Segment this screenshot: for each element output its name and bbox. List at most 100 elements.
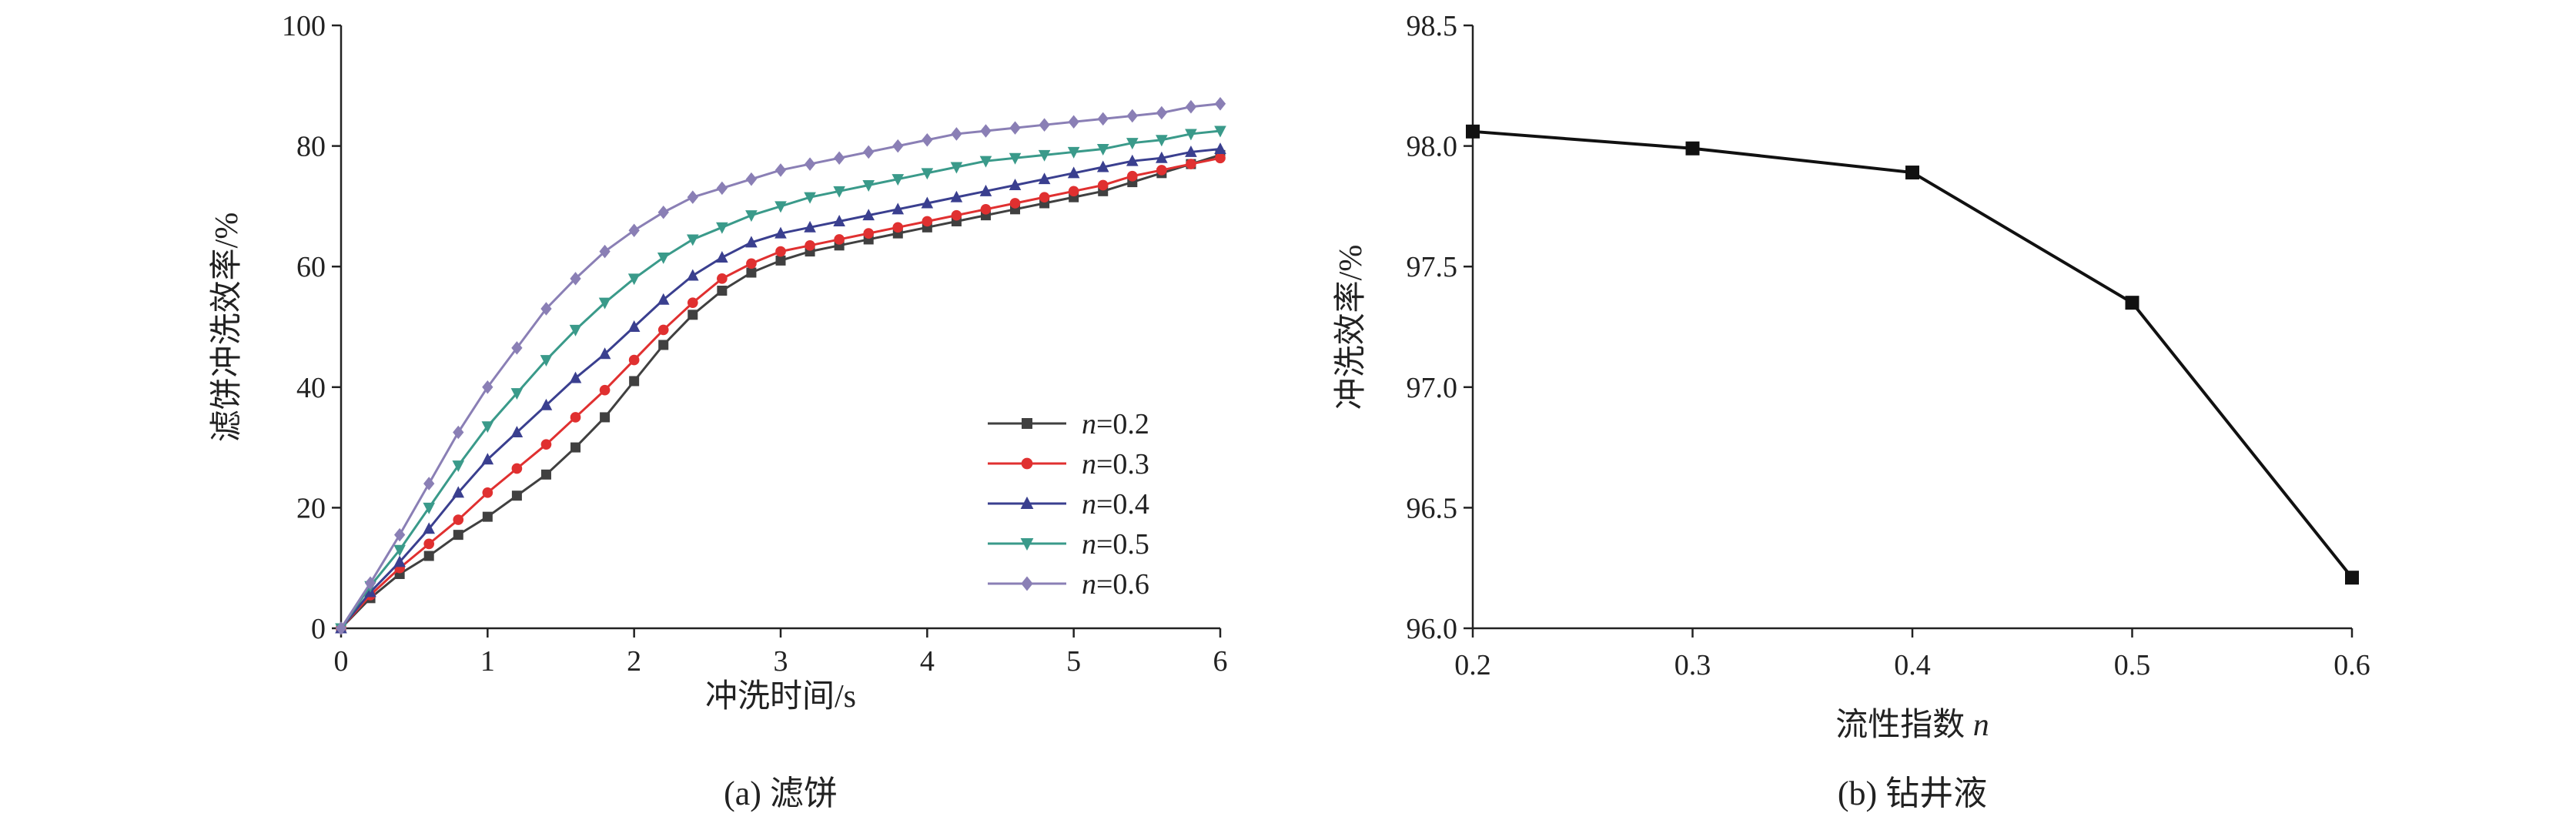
data-point: [1156, 105, 1168, 120]
data-point: [1126, 154, 1139, 166]
data-point: [453, 530, 463, 541]
data-point: [1215, 152, 1226, 164]
data-point: [834, 234, 845, 245]
data-point: [629, 376, 640, 387]
legend-label-var: n: [1082, 488, 1096, 520]
data-point: [1214, 97, 1226, 111]
data-point: [951, 127, 962, 141]
data-point: [1156, 135, 1168, 147]
series-line: [1472, 129, 2354, 579]
y-tick-label: 0: [311, 613, 326, 645]
legend-label-var: n: [1082, 448, 1096, 480]
data-point: [481, 453, 494, 465]
data-point: [1186, 159, 1196, 169]
data-point: [657, 205, 669, 219]
data-point: [1214, 126, 1226, 138]
data-point: [1905, 166, 1919, 180]
data-point: [1156, 151, 1168, 163]
panel-a-y-axis-label: 滤饼冲洗效率/%: [209, 213, 245, 443]
data-point: [950, 190, 963, 202]
data-point: [453, 425, 464, 440]
data-point: [510, 388, 524, 400]
data-point: [598, 347, 611, 360]
data-point: [628, 354, 640, 366]
data-point: [951, 209, 962, 221]
data-point: [482, 511, 493, 522]
series-n-0-6: [335, 97, 1226, 635]
x-tick-label: 0: [334, 645, 349, 678]
data-point: [570, 272, 581, 286]
data-point: [423, 551, 434, 561]
series-n-0-3: [336, 152, 1226, 634]
y-tick-label: 98.5: [1407, 10, 1458, 42]
legend-label-value: =0.6: [1096, 568, 1149, 601]
data-point: [423, 522, 435, 534]
data-point: [687, 234, 699, 246]
data-point: [892, 202, 905, 215]
y-tick-label: 20: [296, 492, 326, 524]
data-point: [540, 439, 552, 450]
legend-entry: n=0.5: [988, 528, 1149, 561]
data-point: [1068, 115, 1079, 129]
data-point: [2345, 571, 2359, 585]
panel-a-x-axis-label: 冲洗时间/s: [705, 679, 856, 715]
data-point: [950, 162, 963, 174]
data-point: [892, 139, 904, 153]
legend-entry: n=0.2: [988, 408, 1149, 440]
data-point: [892, 174, 905, 186]
legend-marker: [1021, 457, 1033, 470]
data-point: [393, 527, 406, 542]
data-point: [1185, 145, 1197, 157]
data-point: [1009, 179, 1022, 190]
y-tick-label: 96.0: [1407, 613, 1458, 645]
legend-label-value: =0.5: [1096, 528, 1149, 561]
data-point: [482, 380, 493, 394]
data-point: [862, 179, 875, 192]
data-point: [1126, 109, 1138, 123]
data-point: [511, 463, 523, 474]
data-point: [452, 460, 465, 473]
data-point: [863, 228, 875, 239]
data-point: [717, 273, 728, 284]
legend-label-value: =0.2: [1096, 408, 1149, 440]
data-point: [745, 172, 758, 186]
legend-label: n=0.4: [1082, 488, 1149, 520]
y-tick-label: 80: [296, 131, 326, 163]
data-point: [687, 297, 698, 309]
series-n-0-2: [336, 149, 1226, 634]
data-point: [687, 269, 699, 281]
data-point: [805, 239, 815, 251]
panel-b-x-axis-label-text: 流性指数: [1835, 708, 1973, 743]
data-point: [717, 286, 728, 296]
legend-entry: n=0.6: [988, 568, 1149, 601]
data-point: [1067, 146, 1080, 159]
legend-marker: [1022, 418, 1032, 429]
x-tick-label: 0.6: [2333, 649, 2370, 681]
panel-b-x-axis-label: 流性指数 n: [1835, 708, 1989, 743]
data-point: [892, 222, 904, 233]
data-point: [979, 156, 992, 168]
data-point: [921, 196, 934, 209]
data-point: [1038, 172, 1051, 185]
data-point: [423, 477, 435, 490]
data-point: [862, 209, 875, 221]
data-point: [393, 555, 406, 567]
data-point: [1214, 142, 1226, 155]
data-point: [1097, 179, 1109, 191]
data-point: [600, 412, 611, 423]
data-point: [511, 490, 522, 501]
x-tick-label: 1: [480, 645, 495, 678]
data-point: [599, 384, 611, 396]
data-point: [540, 469, 551, 480]
data-point: [833, 151, 845, 166]
data-point: [482, 487, 493, 498]
data-point: [1156, 165, 1167, 176]
x-tick-label: 2: [627, 645, 641, 678]
data-point: [746, 267, 757, 278]
data-point: [774, 201, 787, 213]
data-point: [540, 398, 553, 410]
data-point: [570, 442, 581, 453]
data-point: [627, 273, 641, 286]
y-tick-label: 60: [296, 251, 326, 283]
